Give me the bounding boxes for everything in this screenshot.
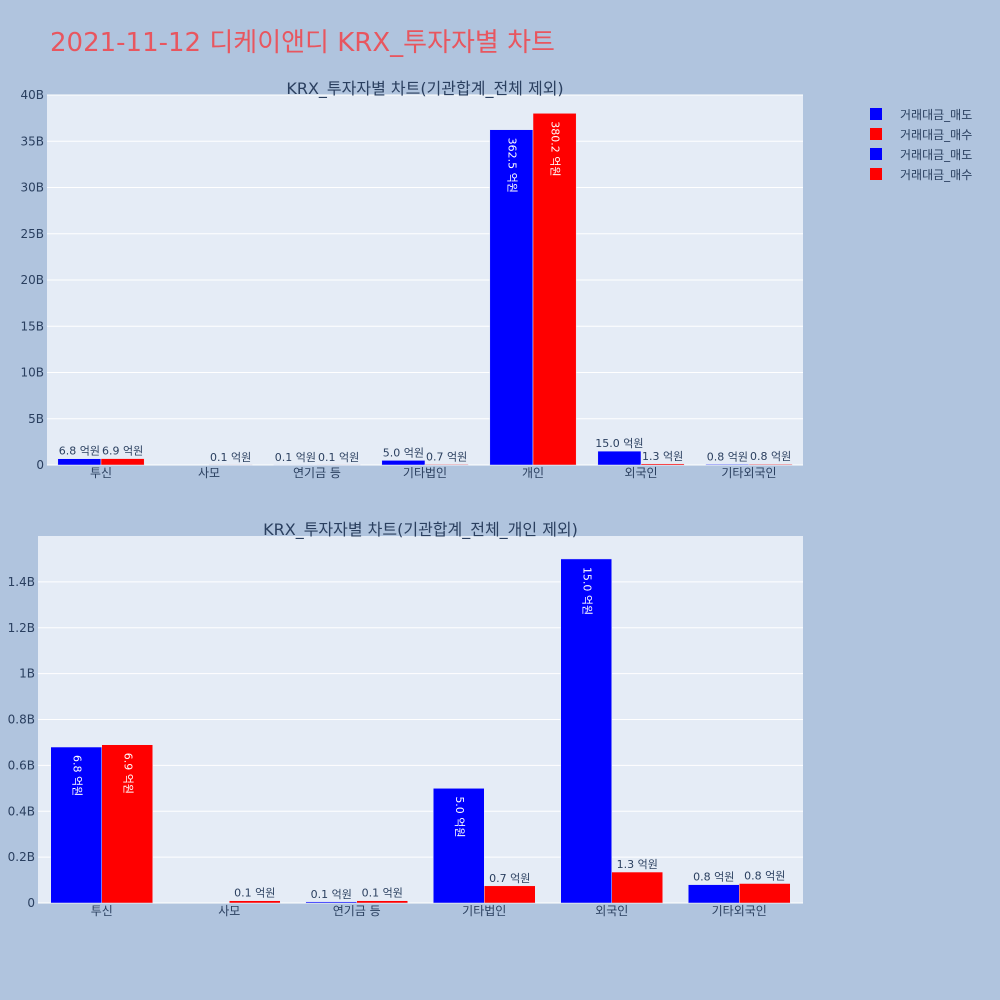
bar <box>229 900 281 904</box>
bar <box>100 458 145 466</box>
bar-label: 0.1 억원 <box>234 887 275 900</box>
y-tick-label: 10B <box>20 366 44 380</box>
bar-label: 0.7 억원 <box>489 872 530 885</box>
bar-label: 6.9 억원 <box>102 445 143 458</box>
x-tick-label: 사모 <box>198 466 220 480</box>
main-title: 2021-11-12 디케이앤디 KRX_투자자별 차트 <box>50 28 555 58</box>
bar <box>705 464 750 466</box>
bar-label: 6.8 억원 <box>70 755 83 796</box>
bar-label: 15.0 억원 <box>595 437 643 450</box>
bar-label: 380.2 억원 <box>549 121 562 176</box>
bar-label: 0.1 억원 <box>362 887 403 900</box>
x-tick-label: 외국인 <box>595 904 628 918</box>
legend-label: 거래대금_매수 <box>900 167 973 182</box>
legend-item[interactable]: 거래대금_매도 <box>870 144 972 164</box>
chart-title: KRX_투자자별 차트(기관합계_전체 제외) <box>286 79 563 99</box>
bar-label: 0.7 억원 <box>426 450 467 463</box>
bar <box>356 900 408 904</box>
y-tick-label: 0 <box>36 458 44 472</box>
y-tick-label: 25B <box>20 227 44 241</box>
bar-label: 15.0 억원 <box>580 567 593 615</box>
y-tick-label: 20B <box>20 273 44 287</box>
y-tick-label: 5B <box>28 412 44 426</box>
bar-label: 1.3 억원 <box>617 858 658 871</box>
bar-label: 6.9 억원 <box>121 753 134 794</box>
bar <box>305 901 357 904</box>
bar <box>611 871 663 904</box>
bar-label: 0.1 억원 <box>311 888 352 901</box>
x-tick-label: 연기금 등 <box>293 466 341 480</box>
y-tick-label: 1B <box>19 667 35 681</box>
bar-label: 0.1 억원 <box>318 451 359 464</box>
y-tick-label: 1.2B <box>8 621 35 635</box>
bar-label: 0.8 억원 <box>693 871 734 884</box>
legend-swatch <box>870 148 882 160</box>
legend-label: 거래대금_매도 <box>900 107 973 122</box>
bar <box>597 450 642 466</box>
x-tick-label: 기타외국인 <box>712 904 767 918</box>
bar-label: 5.0 억원 <box>453 796 466 837</box>
x-tick-label: 개인 <box>522 466 544 480</box>
bar-label: 0.1 억원 <box>275 451 316 464</box>
bar-label: 362.5 억원 <box>505 138 518 193</box>
y-tick-label: 0.2B <box>8 850 35 864</box>
legend-swatch <box>870 128 882 140</box>
legend: 거래대금_매도 거래대금_매수 거래대금_매도 거래대금_매수 <box>870 104 972 184</box>
x-tick-label: 투신 <box>91 904 113 918</box>
x-tick-label: 기타법인 <box>462 904 506 918</box>
bar <box>532 113 577 466</box>
bar <box>560 558 612 904</box>
bar <box>739 883 791 904</box>
y-tick-label: 0 <box>27 896 35 910</box>
bar <box>424 464 469 466</box>
bar-label: 0.8 억원 <box>707 450 748 463</box>
bar <box>489 129 534 466</box>
legend-swatch <box>870 168 882 180</box>
bar <box>688 884 740 904</box>
y-tick-label: 40B <box>20 88 44 102</box>
x-tick-label: 투신 <box>90 466 112 480</box>
x-tick-label: 사모 <box>218 904 240 918</box>
x-tick-label: 연기금 등 <box>333 904 381 918</box>
legend-label: 거래대금_매수 <box>900 127 973 142</box>
legend-item[interactable]: 거래대금_매도 <box>870 104 972 124</box>
x-tick-label: 외국인 <box>624 466 657 480</box>
bar-label: 5.0 억원 <box>383 446 424 459</box>
x-tick-label: 기타외국인 <box>721 466 776 480</box>
legend-label: 거래대금_매도 <box>900 147 973 162</box>
bar-label: 1.3 억원 <box>642 450 683 463</box>
chart-title: KRX_투자자별 차트(기관합계_전체_개인 제외) <box>263 520 578 540</box>
y-tick-label: 35B <box>20 134 44 148</box>
bar <box>484 885 536 904</box>
y-tick-label: 0.6B <box>8 758 35 772</box>
bar <box>381 460 426 466</box>
bar-label: 0.8 억원 <box>750 450 791 463</box>
y-tick-label: 1.4B <box>8 575 35 589</box>
x-tick-label: 기타법인 <box>403 466 447 480</box>
bar-label: 0.8 억원 <box>744 870 785 883</box>
bar-label: 6.8 억원 <box>59 445 100 458</box>
bar-label: 0.1 억원 <box>210 451 251 464</box>
legend-item[interactable]: 거래대금_매수 <box>870 124 972 144</box>
bar <box>640 463 685 466</box>
y-tick-label: 0.4B <box>8 804 35 818</box>
bar <box>57 458 102 466</box>
legend-swatch <box>870 108 882 120</box>
y-tick-label: 0.8B <box>8 713 35 727</box>
y-tick-label: 30B <box>20 181 44 195</box>
bar <box>748 463 793 466</box>
bar <box>50 746 102 904</box>
y-tick-label: 15B <box>20 319 44 333</box>
bar <box>101 744 153 904</box>
legend-item[interactable]: 거래대금_매수 <box>870 164 972 184</box>
bar <box>433 788 485 904</box>
